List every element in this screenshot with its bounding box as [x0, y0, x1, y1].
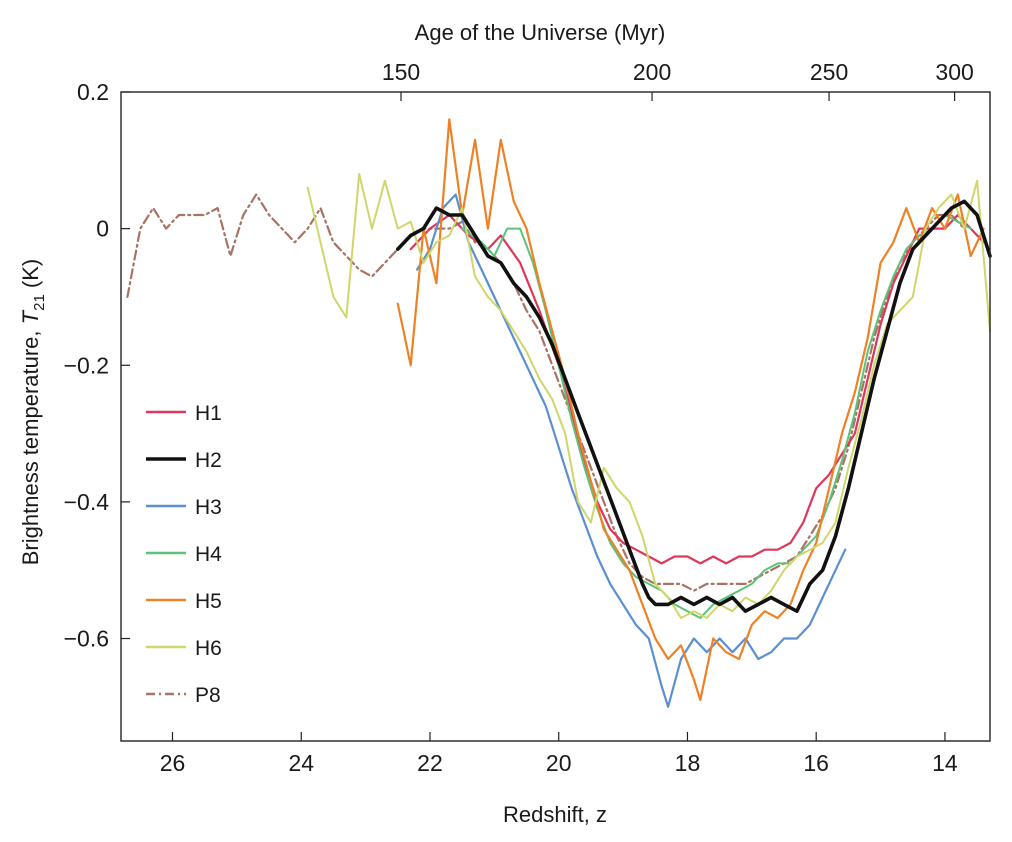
top-x-tick-label: 300: [935, 59, 973, 85]
top-x-axis: 150 200 250 300: [382, 59, 974, 101]
y-axis-title-suffix: (K): [18, 259, 43, 294]
y-tick-label: −0.6: [64, 626, 109, 652]
y-axis-title-subscript: 21: [31, 294, 48, 311]
legend-label-h3: H3: [195, 496, 222, 519]
series-line-h4: [461, 214, 972, 619]
y-axis-title: Brightness temperature, T21 (K): [18, 259, 48, 566]
top-x-tick-label: 250: [810, 59, 848, 85]
legend: H1 H2 H3 H4 H5 H6 P8: [146, 402, 222, 707]
legend-label-h2: H2: [195, 449, 222, 472]
y-tick-label: 0: [96, 216, 109, 242]
y-axis-title-symbol: T: [18, 309, 43, 324]
legend-label-p8: P8: [195, 684, 221, 707]
x-tick-label: 26: [160, 750, 186, 776]
series-line-h1: [409, 213, 985, 565]
series-line-h5: [396, 118, 985, 702]
legend-label-h5: H5: [195, 590, 222, 613]
x-tick-label: 24: [288, 750, 314, 776]
x-tick-label: 20: [546, 750, 572, 776]
plot-lines: [126, 118, 992, 708]
y-axis-title-prefix: Brightness temperature,: [18, 324, 43, 565]
series-line-p8: [126, 193, 966, 592]
plot-frame: [120, 91, 991, 742]
top-axis-title: Age of the Universe (Myr): [415, 20, 666, 45]
x-axis-title-text: Redshift, z: [503, 802, 607, 827]
top-x-tick-label: 200: [633, 59, 671, 85]
x-axis-title: Redshift, z: [503, 802, 607, 827]
legend-label-h6: H6: [195, 637, 222, 660]
x-axis: 26 24 22 20 18 16 14: [160, 732, 958, 776]
legend-label-h4: H4: [195, 543, 222, 566]
x-tick-label: 14: [932, 750, 958, 776]
series-line-h2: [396, 199, 992, 613]
x-tick-label: 22: [417, 750, 443, 776]
y-axis: 0.2 0 −0.2 −0.4 −0.6: [64, 79, 130, 652]
top-x-tick-label: 150: [382, 59, 420, 85]
x-tick-label: 16: [803, 750, 829, 776]
series-line-h3: [416, 193, 847, 708]
y-tick-label: −0.4: [64, 489, 110, 515]
y-tick-label: −0.2: [64, 352, 109, 378]
y-tick-label: 0.2: [77, 79, 109, 105]
legend-label-h1: H1: [195, 402, 222, 425]
x-tick-label: 18: [675, 750, 701, 776]
series-line-h6: [306, 173, 991, 619]
